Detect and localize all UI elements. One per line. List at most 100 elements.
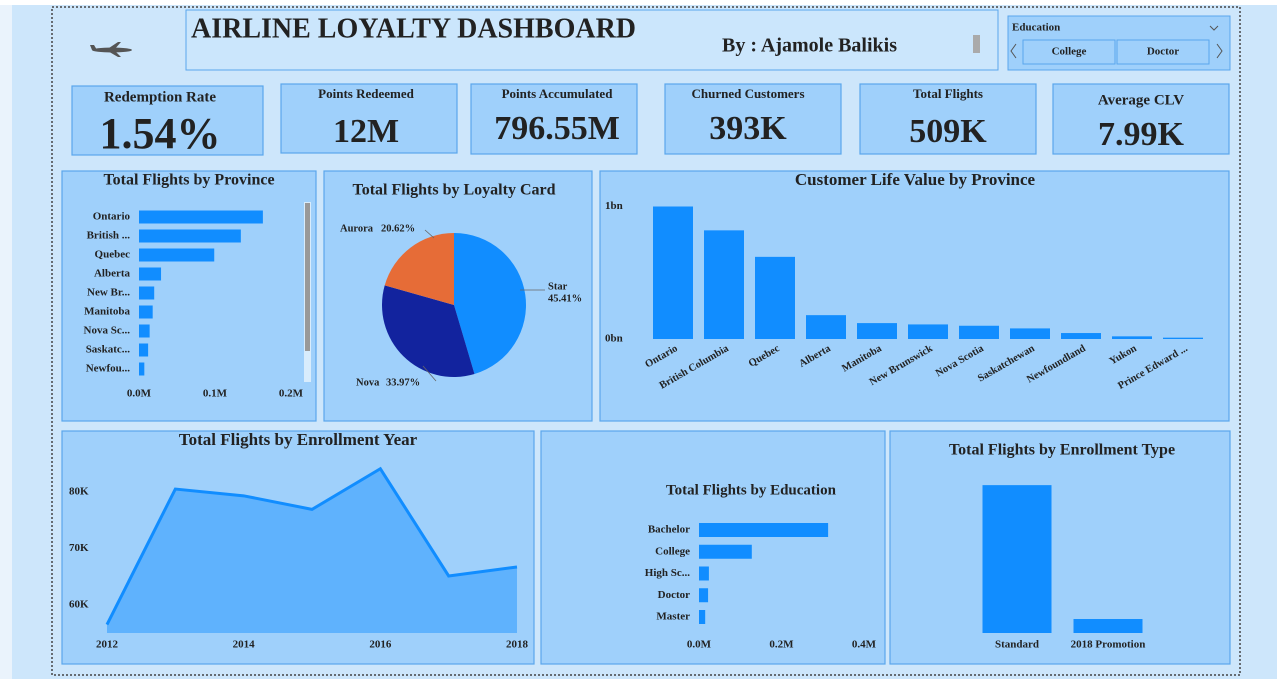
- kpi-card: [1052, 83, 1230, 155]
- kpi-value: 12M: [333, 113, 399, 150]
- kpi-label: Average CLV: [1098, 92, 1184, 108]
- pie-slice: [384, 233, 454, 305]
- kpi-label: Points Accumulated: [502, 86, 614, 101]
- bar: [699, 610, 706, 624]
- y-tick-label: British ...: [87, 230, 131, 242]
- x-tick-label: 0.0M: [127, 388, 152, 400]
- bar: [653, 206, 693, 339]
- y-tick-label: High Sc...: [645, 567, 690, 579]
- kpi-card: [71, 85, 264, 156]
- leader-line: [424, 229, 435, 239]
- chart-panel: [61, 430, 535, 665]
- chart-title: Total Flights by Enrollment Year: [179, 430, 418, 449]
- slice-name: Nova: [356, 377, 380, 388]
- bar: [959, 325, 999, 339]
- bar: [908, 324, 948, 339]
- kpi-value: 509K: [909, 113, 987, 150]
- y-tick-label: Quebec: [95, 249, 131, 261]
- bar: [1073, 619, 1143, 633]
- bar: [699, 544, 752, 559]
- y-tick-label: 60K: [69, 598, 89, 610]
- x-tick-label: 0.2M: [279, 388, 304, 400]
- bar: [806, 315, 846, 339]
- x-tick-label: 0.0M: [687, 639, 712, 651]
- x-tick-label: 0.1M: [203, 388, 228, 400]
- area-line: [105, 466, 518, 626]
- kpi-value: 7.99K: [1098, 116, 1185, 153]
- slice-value: 33.97%: [386, 377, 420, 388]
- slicer-item-label[interactable]: College: [1052, 46, 1087, 58]
- kpi-value: 1.54%: [100, 109, 221, 158]
- slice-value: 20.62%: [381, 223, 415, 234]
- slicer-title: Education: [1012, 22, 1060, 34]
- y-tick-label: Bachelor: [648, 524, 690, 536]
- slicer-item[interactable]: [1022, 39, 1116, 65]
- kpi-card: [280, 83, 458, 154]
- kpi-label: Points Redeemed: [318, 86, 414, 101]
- bar: [139, 324, 150, 338]
- scroll-thumb: [973, 35, 980, 53]
- kpi-value: 393K: [709, 110, 787, 147]
- header-box: [185, 9, 999, 71]
- bar: [755, 256, 795, 339]
- kpi-label: Churned Customers: [691, 86, 804, 101]
- bar: [139, 286, 155, 300]
- bar: [1061, 333, 1101, 339]
- pie-slice: [382, 285, 475, 377]
- kpi-card: [664, 83, 842, 155]
- chart-title: Total Flights by Education: [666, 482, 837, 498]
- x-tick-label: 2018 Promotion: [1071, 639, 1146, 651]
- chart-title: Customer Life Value by Province: [795, 170, 1036, 189]
- plane-icon: [90, 42, 132, 57]
- y-tick-label: 1bn: [605, 200, 623, 212]
- chart-title: Total Flights by Province: [103, 172, 274, 189]
- chart-panel: [889, 430, 1231, 665]
- bar: [699, 566, 709, 581]
- x-tick-label: 2016: [369, 639, 392, 651]
- bar: [139, 210, 263, 224]
- header-title: AIRLINE LOYALTY DASHBOARD: [191, 13, 636, 44]
- kpi-card: [859, 83, 1037, 155]
- y-tick-label: Master: [656, 611, 690, 623]
- y-tick-label: 70K: [69, 542, 89, 554]
- bar: [139, 229, 241, 243]
- slice-value: 45.41%: [548, 293, 582, 304]
- y-tick-label: Newfou...: [86, 363, 131, 375]
- bar: [699, 588, 709, 603]
- bar: [857, 323, 897, 339]
- slicer-next[interactable]: [1216, 43, 1223, 59]
- kpi-card: [470, 83, 638, 155]
- x-tick-label: 0.4M: [852, 639, 877, 651]
- bar: [139, 343, 149, 357]
- bar: [139, 362, 145, 376]
- bar: [699, 523, 829, 537]
- ribbon-edge: [0, 0, 1277, 5]
- chart-title: Total Flights by Loyalty Card: [353, 182, 556, 199]
- area-fill: [107, 468, 517, 633]
- x-tick-label: 2014: [233, 639, 256, 651]
- bar: [704, 230, 744, 339]
- scrollbar-thumb[interactable]: [305, 203, 310, 351]
- y-tick-label: Nova Sc...: [84, 325, 131, 337]
- bar: [139, 305, 153, 319]
- slice-name: Star: [548, 281, 568, 292]
- y-tick-label: Doctor: [658, 589, 690, 601]
- slicer-chevron[interactable]: [1209, 25, 1219, 31]
- y-tick-label: College: [655, 545, 690, 557]
- y-tick-label: Manitoba: [84, 306, 130, 318]
- y-tick-label: Saskatc...: [86, 344, 131, 356]
- kpi-value: 796.55M: [494, 110, 620, 147]
- leader-line: [422, 365, 437, 382]
- bar: [139, 267, 162, 281]
- slicer-prev[interactable]: [1010, 43, 1017, 59]
- pie-slice: [454, 233, 526, 375]
- canvas-border: [51, 6, 1241, 676]
- slicer-item[interactable]: [1116, 39, 1210, 65]
- slicer-item-label[interactable]: Doctor: [1147, 46, 1179, 58]
- kpi-label: Total Flights: [913, 86, 983, 101]
- bar: [139, 248, 215, 262]
- y-tick-label: Alberta: [94, 268, 131, 280]
- chart-title: Total Flights by Enrollment Type: [949, 442, 1175, 459]
